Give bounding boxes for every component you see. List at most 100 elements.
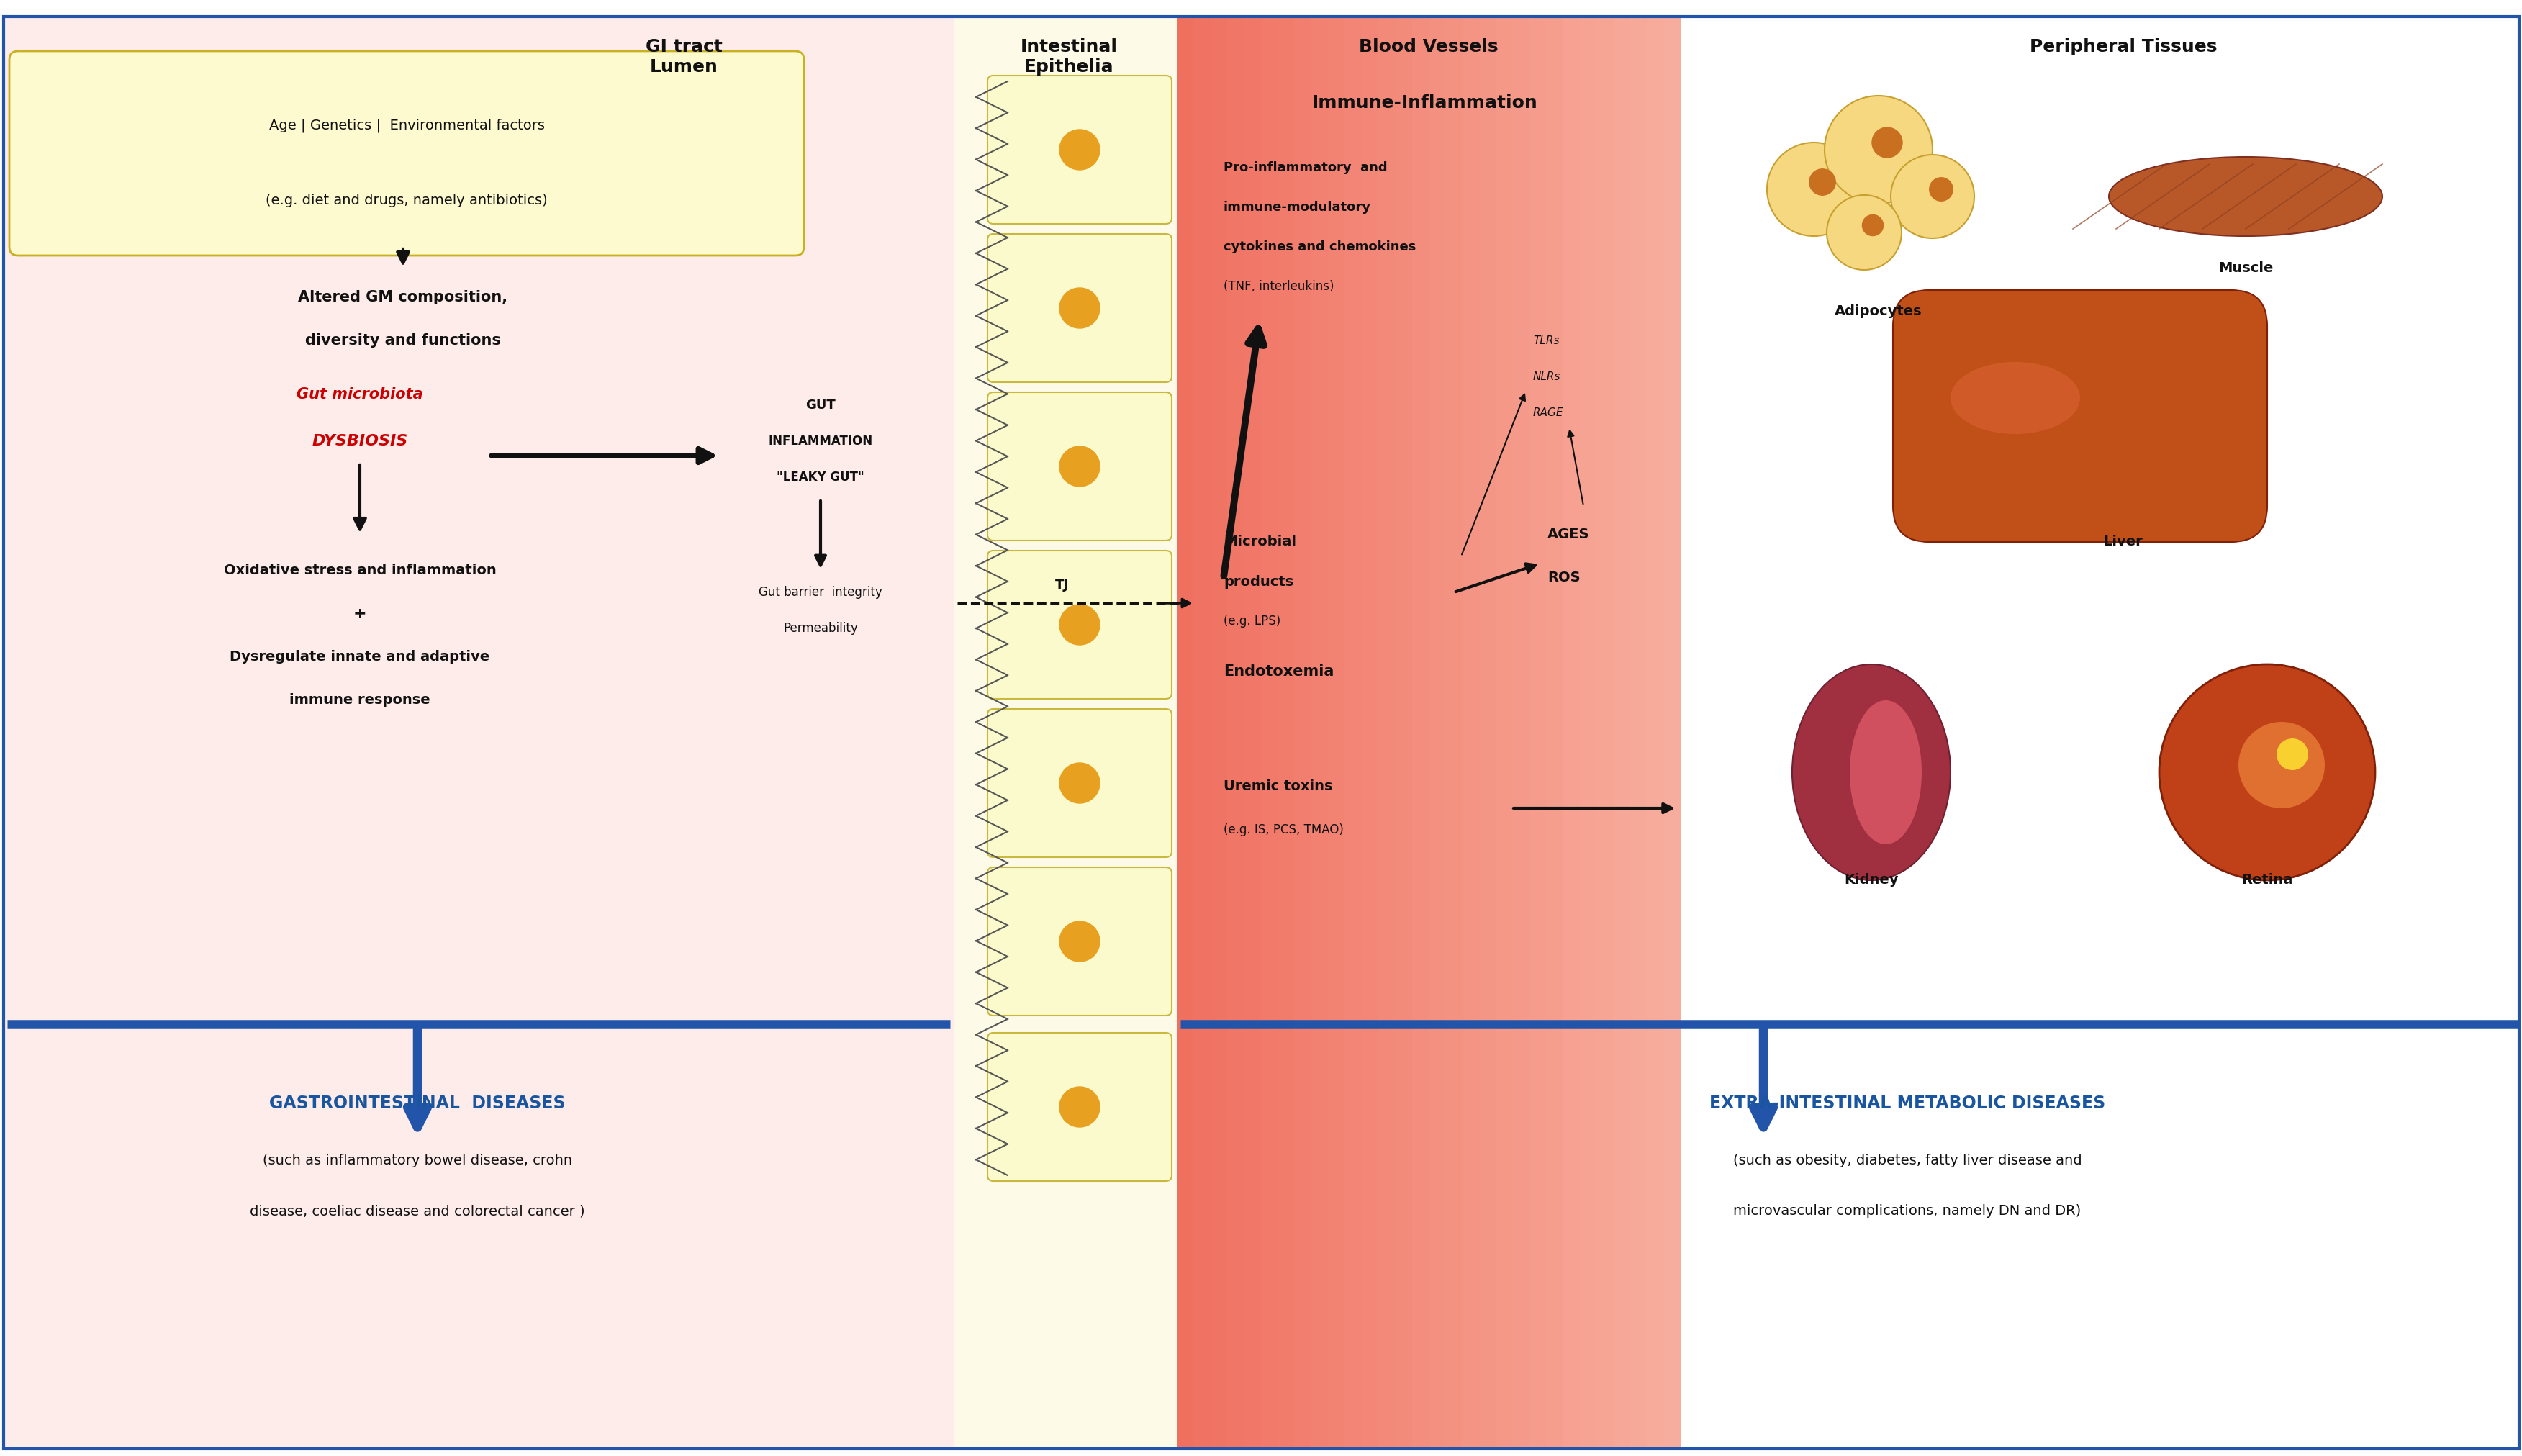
Circle shape: [2159, 664, 2376, 881]
Text: ROS: ROS: [1546, 571, 1579, 585]
Text: Altered GM composition,: Altered GM composition,: [298, 290, 507, 304]
Text: Age | Genetics |  Environmental factors: Age | Genetics | Environmental factors: [270, 118, 545, 132]
Text: NLRs: NLRs: [1533, 371, 1561, 381]
FancyBboxPatch shape: [10, 51, 805, 255]
Text: Peripheral Tissues: Peripheral Tissues: [2028, 38, 2217, 55]
Text: "LEAKY GUT": "LEAKY GUT": [777, 470, 865, 483]
Bar: [1175, 16, 1195, 1449]
FancyBboxPatch shape: [986, 392, 1170, 540]
Bar: [1362, 16, 1380, 1449]
Text: Kidney: Kidney: [1844, 874, 1899, 887]
Bar: [1579, 16, 1596, 1449]
Text: GASTROINTESTINAL  DISEASES: GASTROINTESTINAL DISEASES: [270, 1095, 565, 1112]
Bar: [1564, 16, 1581, 1449]
Bar: [1377, 16, 1397, 1449]
Text: +: +: [353, 607, 366, 622]
Text: Blood Vessels: Blood Vessels: [1359, 38, 1498, 55]
Text: Liver: Liver: [2103, 536, 2141, 549]
Bar: [1412, 16, 1430, 1449]
Bar: [1445, 16, 1463, 1449]
Text: DYSBIOSIS: DYSBIOSIS: [313, 434, 409, 448]
Ellipse shape: [1950, 363, 2081, 434]
Text: (such as inflammatory bowel disease, crohn: (such as inflammatory bowel disease, cro…: [262, 1155, 572, 1168]
Text: Intestinal
Epithelia: Intestinal Epithelia: [1019, 38, 1117, 76]
Bar: [1294, 16, 1311, 1449]
Text: cytokines and chemokines: cytokines and chemokines: [1223, 240, 1415, 253]
Text: Gut barrier  integrity: Gut barrier integrity: [759, 585, 883, 598]
Bar: [1513, 16, 1531, 1449]
FancyBboxPatch shape: [986, 550, 1170, 699]
Text: (TNF, interleukins): (TNF, interleukins): [1223, 280, 1334, 293]
Text: immune-modulatory: immune-modulatory: [1223, 201, 1372, 214]
Bar: [1629, 16, 1647, 1449]
Circle shape: [1059, 288, 1100, 328]
FancyBboxPatch shape: [986, 234, 1170, 381]
Ellipse shape: [1849, 700, 1922, 844]
Bar: [1647, 16, 1665, 1449]
Text: Endotoxemia: Endotoxemia: [1223, 664, 1334, 678]
Text: Pro-inflammatory  and: Pro-inflammatory and: [1223, 162, 1387, 175]
Bar: [953, 16, 1175, 1449]
FancyBboxPatch shape: [986, 1032, 1170, 1181]
Text: GI tract
Lumen: GI tract Lumen: [646, 38, 721, 76]
Circle shape: [2237, 722, 2325, 808]
Circle shape: [1861, 215, 1884, 236]
Text: (e.g. diet and drugs, namely antibiotics): (e.g. diet and drugs, namely antibiotics…: [265, 194, 547, 207]
Ellipse shape: [1791, 664, 1950, 881]
Circle shape: [2275, 738, 2308, 770]
Text: Adipocytes: Adipocytes: [1833, 304, 1922, 319]
Text: AGES: AGES: [1546, 529, 1589, 542]
Text: (e.g. IS, PCS, TMAO): (e.g. IS, PCS, TMAO): [1223, 823, 1344, 836]
Bar: [1427, 16, 1448, 1449]
Text: Retina: Retina: [2242, 874, 2292, 887]
Text: GUT: GUT: [805, 399, 835, 412]
Circle shape: [1765, 143, 1861, 236]
Text: TJ: TJ: [1054, 578, 1069, 591]
Text: Muscle: Muscle: [2217, 262, 2272, 275]
Bar: [1344, 16, 1362, 1449]
Circle shape: [1808, 169, 1836, 195]
Text: Dysregulate innate and adaptive: Dysregulate innate and adaptive: [230, 651, 489, 664]
Text: Gut microbiota: Gut microbiota: [298, 387, 424, 402]
Bar: [1395, 16, 1412, 1449]
Text: products: products: [1223, 575, 1294, 588]
Text: disease, coeliac disease and colorectal cancer ): disease, coeliac disease and colorectal …: [250, 1204, 585, 1219]
FancyBboxPatch shape: [1892, 290, 2267, 542]
Bar: [1665, 16, 1682, 1449]
Bar: [1243, 16, 1261, 1449]
Circle shape: [1823, 96, 1932, 204]
Bar: [1614, 16, 1632, 1449]
Bar: [1596, 16, 1614, 1449]
Circle shape: [1059, 1086, 1100, 1127]
Text: (e.g. LPS): (e.g. LPS): [1223, 614, 1281, 628]
Ellipse shape: [2108, 157, 2381, 236]
Bar: [1311, 16, 1329, 1449]
Text: (such as obesity, diabetes, fatty liver disease and: (such as obesity, diabetes, fatty liver …: [1733, 1155, 2081, 1168]
Bar: [1478, 16, 1498, 1449]
Text: Immune-Inflammation: Immune-Inflammation: [1311, 95, 1538, 112]
Circle shape: [1892, 154, 1975, 239]
FancyBboxPatch shape: [986, 709, 1170, 858]
Bar: [1226, 16, 1246, 1449]
Bar: [1211, 16, 1228, 1449]
Text: Microbial: Microbial: [1223, 536, 1296, 549]
Bar: [1261, 16, 1279, 1449]
Circle shape: [1059, 604, 1100, 645]
Circle shape: [1059, 922, 1100, 961]
Circle shape: [1059, 763, 1100, 804]
Text: immune response: immune response: [290, 693, 431, 708]
Bar: [1276, 16, 1296, 1449]
Text: Uremic toxins: Uremic toxins: [1223, 780, 1332, 794]
Text: INFLAMMATION: INFLAMMATION: [769, 435, 873, 447]
Circle shape: [1929, 178, 1952, 201]
Bar: [1327, 16, 1347, 1449]
Circle shape: [1059, 130, 1100, 170]
Circle shape: [1826, 195, 1902, 269]
Bar: [1496, 16, 1513, 1449]
Bar: [1546, 16, 1564, 1449]
Bar: [3, 16, 953, 1449]
FancyBboxPatch shape: [986, 76, 1170, 224]
Text: diversity and functions: diversity and functions: [305, 333, 502, 348]
Circle shape: [1059, 446, 1100, 486]
Text: EXTRA-INTESTINAL METABOLIC DISEASES: EXTRA-INTESTINAL METABOLIC DISEASES: [1710, 1095, 2106, 1112]
